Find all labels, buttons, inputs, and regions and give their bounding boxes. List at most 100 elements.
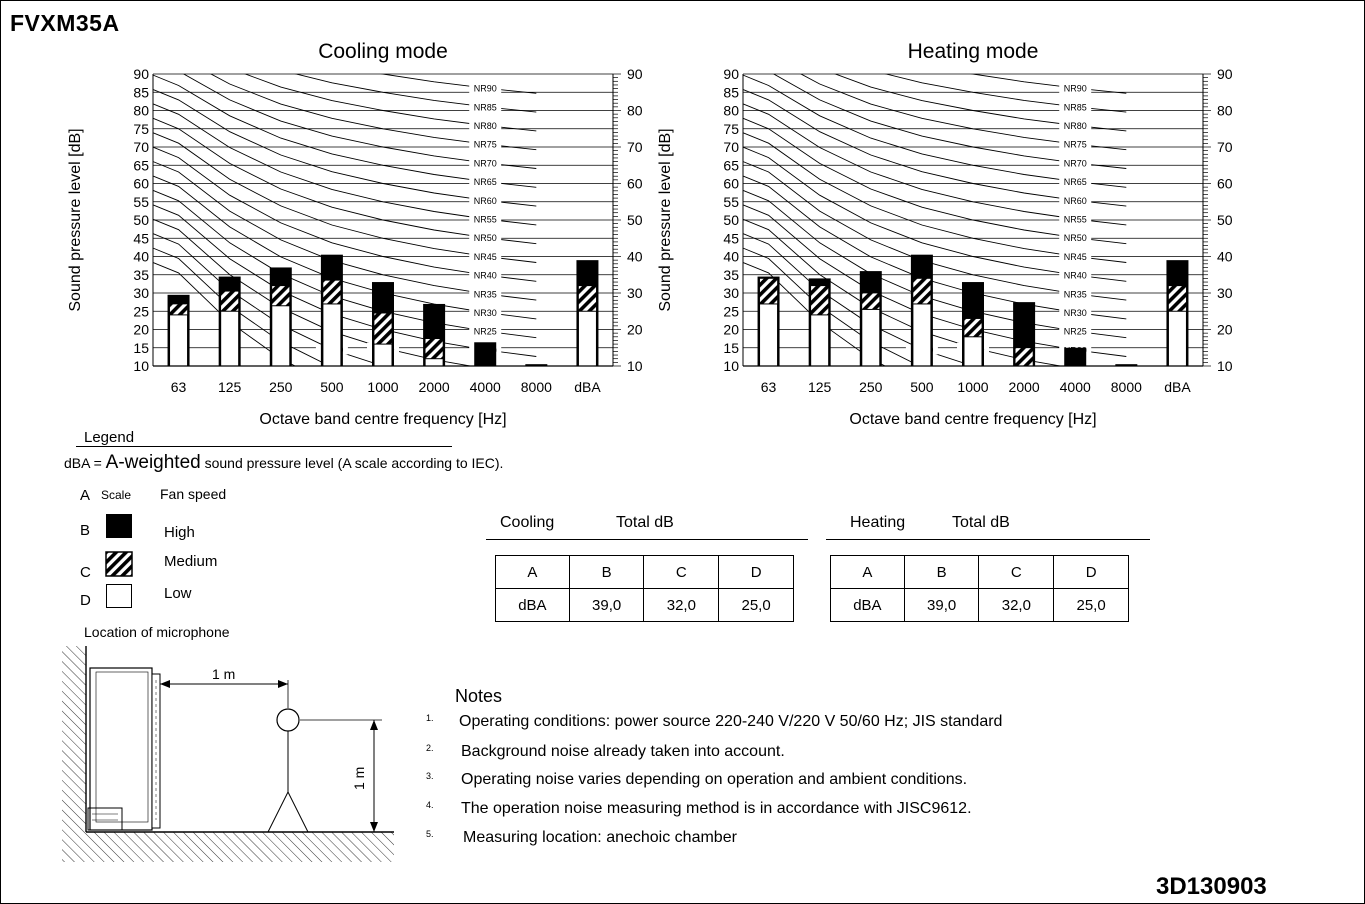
- y-tick-label: 25: [133, 303, 149, 319]
- bar-group: [1166, 260, 1189, 367]
- bar-group: [320, 254, 343, 367]
- nr-curve: [834, 74, 1127, 132]
- nr-label: NR40: [474, 271, 497, 281]
- y-tick-label: 50: [723, 212, 739, 228]
- bar-high: [474, 342, 497, 366]
- nr-curve: [743, 103, 1127, 226]
- y-tick-label-right: 10: [627, 358, 643, 374]
- bar-low: [810, 314, 830, 367]
- legend-label-low: Low: [164, 585, 192, 602]
- nr-label: NR35: [1064, 289, 1087, 299]
- y-tick-label: 60: [723, 176, 739, 192]
- nr-label: NR45: [1064, 252, 1087, 262]
- nr-label-bg: [469, 139, 502, 150]
- bar-low: [322, 303, 342, 367]
- nr-label-bg: [1059, 195, 1092, 206]
- x-tick-label: 125: [218, 379, 242, 395]
- nr-label-bg: [1059, 307, 1092, 318]
- nr-label: NR90: [1064, 84, 1087, 94]
- y-tick-label: 20: [723, 322, 739, 338]
- y-tick-label-right: 40: [1217, 249, 1233, 265]
- y-axis-label: Sound pressure level [dB]: [657, 128, 674, 311]
- table-cell: C: [643, 555, 720, 589]
- nr-label-bg: [469, 307, 502, 318]
- nr-label: NR60: [474, 196, 497, 206]
- bar-low: [220, 310, 240, 367]
- y-tick-label-right: 30: [627, 285, 643, 301]
- nr-label: NR55: [474, 214, 497, 224]
- dba-def-big: A-weighted: [105, 452, 201, 473]
- note-text: Operating noise varies depending on oper…: [461, 771, 968, 788]
- table-cell: 25,0: [718, 588, 794, 622]
- x-tick-label: 500: [910, 379, 934, 395]
- bar-group: [423, 303, 446, 367]
- document-number: 3D130903: [1156, 873, 1267, 900]
- nr-label: NR80: [474, 121, 497, 131]
- dba-def-prefix: dBA =: [64, 455, 106, 471]
- nr-label: NR75: [1064, 140, 1087, 150]
- nr-label-bg: [469, 270, 502, 281]
- nr-label-bg: [469, 213, 502, 224]
- nr-curve: [153, 146, 537, 282]
- x-tick-label: 63: [171, 379, 187, 395]
- x-tick-label: 125: [808, 379, 832, 395]
- bars: [757, 254, 1189, 367]
- y-tick-label-right: 80: [627, 103, 643, 119]
- nr-label-bg: [469, 195, 502, 206]
- table-cell: B: [568, 555, 645, 589]
- nr-label-bg: [1059, 232, 1092, 243]
- microphone-stand: [267, 708, 309, 833]
- nr-label: NR25: [1064, 327, 1087, 337]
- table-row: dBA 39,0 32,0 25,0: [495, 588, 794, 622]
- nr-label-bg: [1059, 83, 1092, 94]
- y-tick-label-right: 60: [627, 176, 643, 192]
- bar-high: [525, 364, 548, 366]
- x-tick-label: 1000: [367, 379, 398, 395]
- y-tick-label: 80: [133, 103, 149, 119]
- cooling-total-header: Cooling Total dB: [486, 514, 808, 540]
- note-number: 1.: [426, 713, 434, 723]
- y-tick-label-right: 90: [1217, 66, 1233, 82]
- y-tick-label: 85: [723, 84, 739, 100]
- y-tick-label: 90: [723, 66, 739, 82]
- y-tick-label-right: 20: [627, 322, 643, 338]
- y-tick-label: 35: [133, 267, 149, 283]
- y-tick-label-right: 40: [627, 249, 643, 265]
- mic-location-diagram: 1 m 1 m: [62, 646, 394, 862]
- nr-label-bg: [469, 232, 502, 243]
- nr-label-bg: [469, 251, 502, 262]
- nr-curves: NR0NR5NR10NR15NR20NR25NR30NR35NR40NR45NR…: [153, 74, 537, 366]
- bar-group: [1115, 364, 1138, 366]
- bar-high: [1064, 347, 1087, 366]
- x-tick-label: dBA: [1164, 379, 1191, 395]
- heating-mode-label: Heating: [850, 514, 906, 531]
- legend-letter-c: C: [80, 564, 91, 581]
- x-tick-label: 1000: [957, 379, 988, 395]
- heating-total-header: Heating Total dB: [826, 514, 1150, 540]
- y-tick-label: 60: [133, 176, 149, 192]
- nr-label: NR75: [474, 140, 497, 150]
- legend-letter-b: B: [80, 522, 91, 539]
- nr-label-bg: [469, 120, 502, 131]
- nr-curve: [153, 261, 296, 366]
- bar-low: [912, 303, 932, 367]
- x-tick-label: 4000: [1060, 379, 1091, 395]
- dim-arrow-down: [370, 822, 378, 832]
- legend-swatch-medium: [105, 551, 133, 577]
- nr-label: NR70: [1064, 158, 1087, 168]
- nr-curve: [970, 74, 1127, 94]
- nr-label-bg: [469, 288, 502, 299]
- bar-group: [1013, 302, 1036, 367]
- dim-vertical-label: 1 m: [351, 767, 367, 790]
- nr-label: NR60: [1064, 196, 1087, 206]
- bars: [167, 254, 599, 367]
- y-tick-label: 30: [133, 285, 149, 301]
- table-cell: D: [1053, 555, 1129, 589]
- dim-arrow-left: [160, 680, 170, 688]
- nr-label-bg: [1059, 120, 1092, 131]
- model-name: FVXM35A: [10, 10, 120, 36]
- wall-hatch: [62, 646, 86, 832]
- y-tick-label: 20: [133, 322, 149, 338]
- note-text: The operation noise measuring method is …: [461, 800, 972, 817]
- bar-group: [859, 271, 882, 367]
